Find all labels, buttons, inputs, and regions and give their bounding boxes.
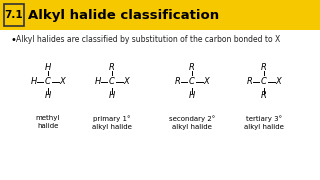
Text: C: C — [189, 78, 195, 87]
Text: R: R — [261, 64, 267, 73]
Text: R: R — [109, 64, 115, 73]
Text: R: R — [247, 78, 253, 87]
Text: •: • — [10, 35, 16, 45]
Text: methyl
halide: methyl halide — [36, 115, 60, 129]
Text: X: X — [59, 78, 65, 87]
Text: H: H — [109, 91, 115, 100]
Text: Alkyl halide classification: Alkyl halide classification — [28, 8, 219, 21]
Text: H: H — [95, 78, 101, 87]
Text: H: H — [189, 91, 195, 100]
Text: Alkyl halides are classified by substitution of the carbon bonded to X: Alkyl halides are classified by substitu… — [16, 35, 280, 44]
Text: H: H — [31, 78, 37, 87]
Text: H: H — [45, 91, 51, 100]
Text: 7.1: 7.1 — [5, 10, 23, 20]
Text: H: H — [45, 64, 51, 73]
Text: secondary 2°
alkyl halide: secondary 2° alkyl halide — [169, 115, 215, 130]
Text: C: C — [109, 78, 115, 87]
FancyBboxPatch shape — [4, 4, 24, 26]
Text: X: X — [123, 78, 129, 87]
Text: R: R — [261, 91, 267, 100]
Text: X: X — [203, 78, 209, 87]
Text: primary 1°
alkyl halide: primary 1° alkyl halide — [92, 115, 132, 130]
Text: tertiary 3°
alkyl halide: tertiary 3° alkyl halide — [244, 115, 284, 130]
Text: R: R — [175, 78, 181, 87]
Text: R: R — [189, 64, 195, 73]
Text: C: C — [45, 78, 51, 87]
Text: X: X — [275, 78, 281, 87]
FancyBboxPatch shape — [0, 0, 320, 30]
Text: C: C — [261, 78, 267, 87]
